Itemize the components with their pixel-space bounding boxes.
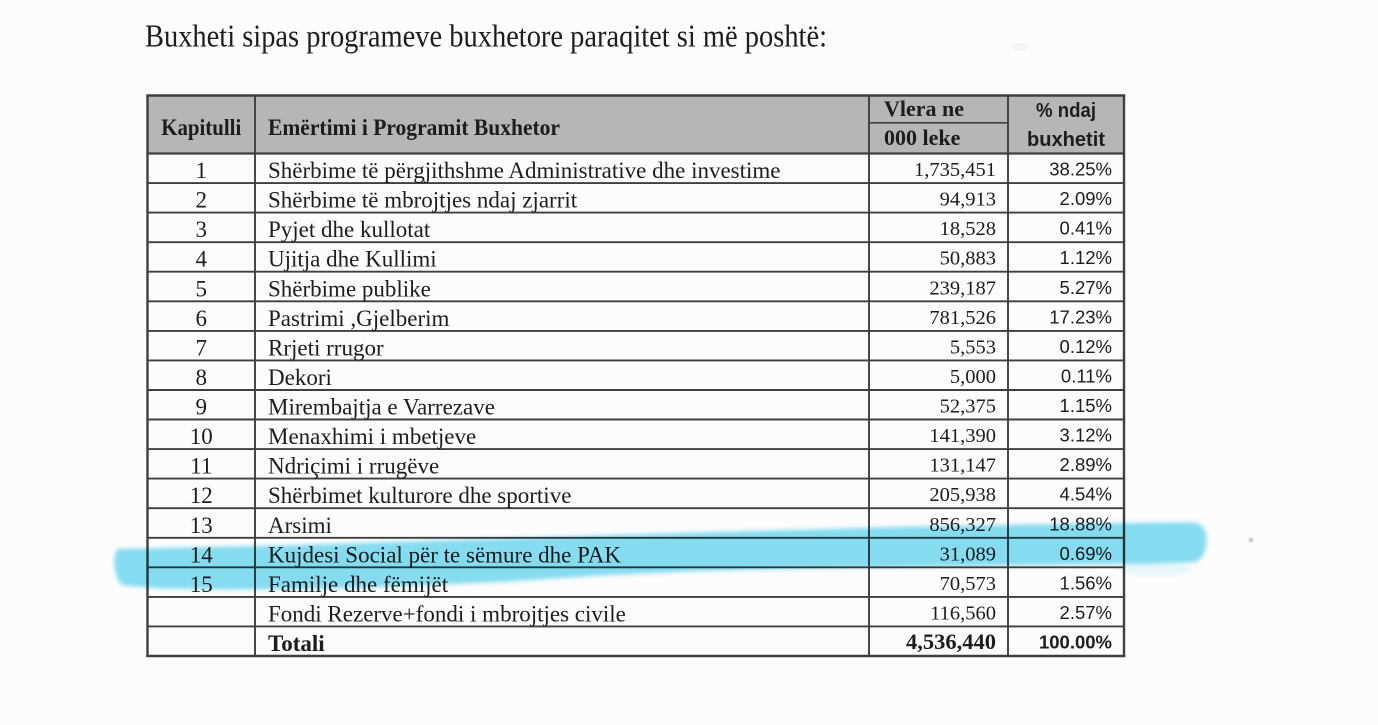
svg-text:52,375: 52,375 — [940, 396, 996, 418]
svg-text:7: 7 — [196, 335, 208, 360]
svg-text:8: 8 — [196, 365, 208, 390]
svg-text:100.00%: 100.00% — [1039, 632, 1112, 653]
svg-text:% ndaj: % ndaj — [1036, 100, 1096, 122]
svg-text:12: 12 — [190, 483, 213, 508]
svg-text:205,938: 205,938 — [929, 484, 996, 506]
svg-text:0.41%: 0.41% — [1060, 218, 1112, 239]
svg-text:18,528: 18,528 — [940, 218, 996, 240]
svg-text:13: 13 — [190, 513, 213, 538]
svg-text:1,735,451: 1,735,451 — [914, 159, 996, 181]
svg-text:Mirembajtja e Varrezave: Mirembajtja e Varrezave — [268, 395, 495, 420]
svg-text:2.09%: 2.09% — [1060, 188, 1112, 209]
svg-text:0.12%: 0.12% — [1060, 336, 1112, 357]
svg-text:3.12%: 3.12% — [1060, 425, 1112, 446]
svg-text:Pyjet dhe kullotat: Pyjet dhe kullotat — [268, 217, 431, 242]
svg-text:781,526: 781,526 — [929, 307, 996, 329]
svg-text:10: 10 — [190, 424, 213, 449]
svg-text:1.12%: 1.12% — [1060, 247, 1112, 268]
svg-text:9: 9 — [196, 395, 208, 420]
svg-text:1: 1 — [196, 158, 208, 183]
svg-text:Pastrimi ,Gjelberim: Pastrimi ,Gjelberim — [268, 306, 450, 331]
svg-text:Kapitulli: Kapitulli — [161, 115, 242, 140]
svg-text:Dekori: Dekori — [268, 365, 332, 390]
svg-text:Fondi Rezerve+fondi i mbrojtje: Fondi Rezerve+fondi i mbrojtjes civile — [268, 601, 626, 626]
svg-text:3: 3 — [196, 217, 208, 242]
svg-text:Vlera ne: Vlera ne — [884, 96, 964, 121]
svg-text:Shërbime publike: Shërbime publike — [268, 276, 431, 301]
svg-text:70,573: 70,573 — [940, 573, 996, 595]
svg-text:6: 6 — [196, 306, 208, 331]
svg-text:Ujitja dhe Kullimi: Ujitja dhe Kullimi — [268, 247, 437, 272]
svg-text:Ndriçimi i rrugëve: Ndriçimi i rrugëve — [268, 454, 439, 479]
svg-text:239,187: 239,187 — [929, 277, 996, 299]
svg-text:1.15%: 1.15% — [1060, 395, 1112, 416]
svg-text:4: 4 — [196, 247, 208, 272]
svg-text:Totali: Totali — [268, 631, 325, 656]
svg-text:38.25%: 38.25% — [1049, 159, 1112, 180]
svg-text:Menaxhimi i mbetjeve: Menaxhimi i mbetjeve — [268, 424, 476, 449]
svg-text:2: 2 — [196, 188, 208, 213]
svg-text:4.54%: 4.54% — [1060, 484, 1112, 505]
svg-text:5: 5 — [196, 276, 208, 301]
svg-text:4,536,440: 4,536,440 — [906, 629, 996, 654]
svg-text:5,553: 5,553 — [950, 336, 996, 358]
svg-text:50,883: 50,883 — [940, 248, 996, 270]
svg-text:Rrjeti rrugor: Rrjeti rrugor — [268, 335, 384, 360]
svg-text:Emërtimi i Programit Buxhetor: Emërtimi i Programit Buxhetor — [268, 115, 560, 140]
svg-text:Buxheti sipas programeve buxhe: Buxheti sipas programeve buxhetore paraq… — [145, 19, 827, 54]
svg-text:94,913: 94,913 — [940, 189, 996, 211]
svg-text:0.11%: 0.11% — [1061, 366, 1112, 387]
svg-text:17.23%: 17.23% — [1049, 306, 1112, 327]
svg-text:000 leke: 000 leke — [884, 125, 961, 150]
svg-text:Arsimi: Arsimi — [268, 513, 332, 538]
svg-text:Shërbime të përgjithshme Admin: Shërbime të përgjithshme Administrative … — [268, 158, 781, 183]
svg-text:116,560: 116,560 — [930, 602, 996, 624]
svg-text:141,390: 141,390 — [929, 425, 996, 447]
svg-text:5,000: 5,000 — [950, 366, 996, 388]
svg-text:Shërbimet kulturore dhe sporti: Shërbimet kulturore dhe sportive — [268, 483, 571, 508]
svg-text:2.89%: 2.89% — [1060, 454, 1112, 475]
svg-text:Shërbime të mbrojtjes ndaj zja: Shërbime të mbrojtjes ndaj zjarrit — [268, 188, 578, 213]
svg-text:11: 11 — [190, 454, 212, 479]
svg-text:2.57%: 2.57% — [1060, 602, 1112, 623]
svg-text:buxhetit: buxhetit — [1027, 129, 1105, 151]
svg-text:5.27%: 5.27% — [1060, 277, 1112, 298]
svg-text:131,147: 131,147 — [929, 455, 996, 477]
svg-text:1.56%: 1.56% — [1060, 572, 1112, 593]
